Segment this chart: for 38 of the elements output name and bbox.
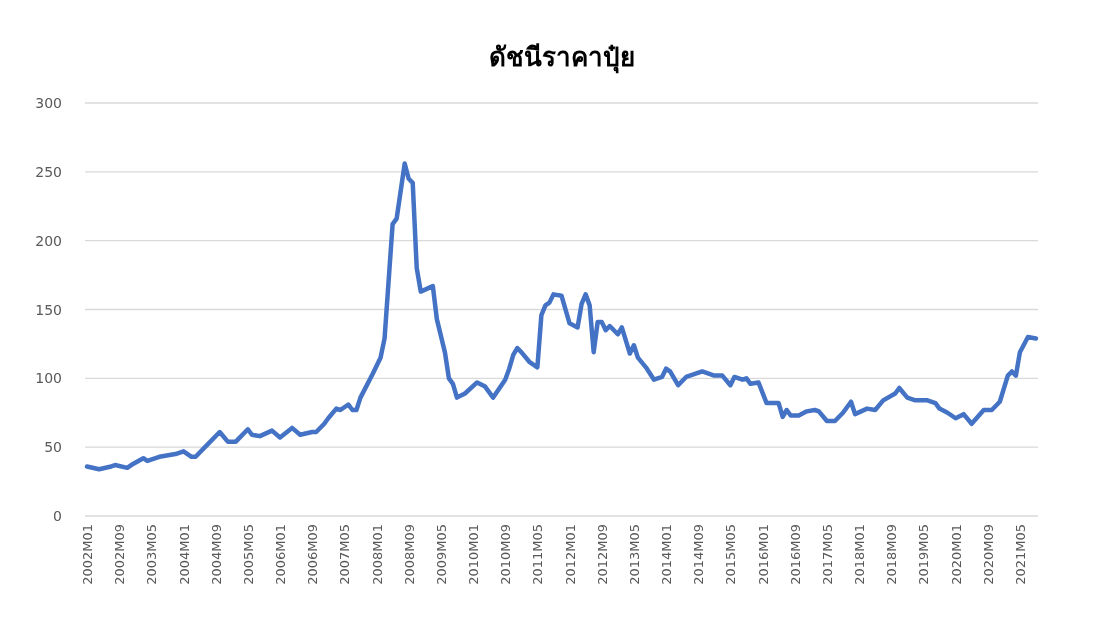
x-tick-label: 2015M05 — [723, 524, 739, 585]
x-tick-label: 2002M09 — [112, 524, 128, 585]
x-tick-label: 2011M05 — [530, 524, 546, 585]
y-tick-label: 200 — [35, 232, 62, 249]
x-tick-label: 2010M09 — [498, 524, 514, 585]
x-tick-label: 2010M01 — [466, 524, 482, 585]
x-tick-label: 2012M01 — [562, 524, 578, 585]
chart-title: ดัชนีราคาปุ๋ย — [488, 42, 635, 74]
y-tick-label: 300 — [35, 95, 62, 111]
x-tick-label: 2002M01 — [80, 524, 96, 585]
x-tick-label: 2009M05 — [433, 524, 449, 585]
x-tick-label: 2006M09 — [305, 524, 321, 585]
x-tick-label: 2014M01 — [659, 524, 675, 585]
x-tick-label: 2016M01 — [755, 524, 771, 585]
x-tick-label: 2014M09 — [691, 524, 707, 585]
y-tick-label: 250 — [35, 163, 62, 180]
x-tick-label: 2016M09 — [787, 524, 803, 585]
y-tick-label: 100 — [35, 370, 62, 387]
x-tick-label: 2012M09 — [594, 524, 610, 585]
x-tick-label: 2021M05 — [1012, 524, 1028, 585]
x-tick-label: 2004M09 — [208, 524, 224, 585]
x-tick-label: 2017M05 — [819, 524, 835, 585]
x-tick-label: 2020M01 — [948, 524, 964, 585]
x-tick-label: 2004M01 — [176, 524, 192, 585]
y-tick-label: 0 — [53, 508, 62, 524]
x-tick-label: 2005M05 — [240, 524, 256, 585]
x-tick-label: 2008M09 — [401, 524, 417, 585]
x-tick-label: 2018M01 — [852, 524, 868, 585]
x-tick-label: 2020M09 — [980, 524, 996, 585]
x-tick-label: 2003M05 — [144, 524, 160, 585]
y-tick-label: 150 — [35, 301, 62, 318]
x-tick-label: 2013M05 — [626, 524, 642, 585]
x-tick-label: 2008M01 — [369, 524, 385, 585]
x-tick-label: 2019M05 — [916, 524, 932, 585]
y-tick-label: 50 — [44, 439, 62, 456]
x-tick-label: 2006M01 — [273, 524, 289, 585]
x-tick-label: 2007M05 — [337, 524, 353, 585]
x-tick-label: 2018M09 — [884, 524, 900, 585]
